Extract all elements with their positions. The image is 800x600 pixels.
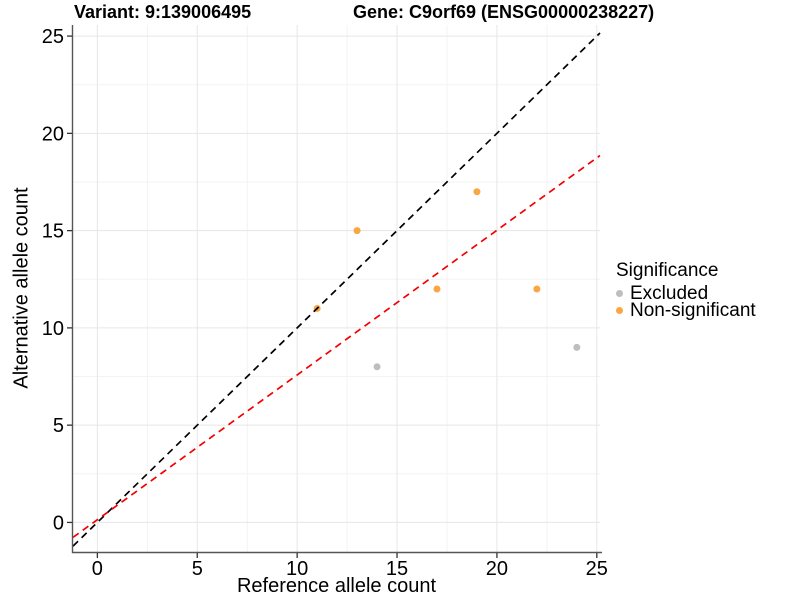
data-point-excluded	[373, 363, 381, 371]
y-tick-label: 15	[42, 221, 64, 243]
identity-line	[72, 32, 601, 547]
x-axis-title: Reference allele count	[236, 575, 436, 597]
legend-label-non-significant: Non-significant	[630, 299, 756, 321]
data-point-non-significant	[473, 188, 481, 196]
x-tick-label: 25	[586, 558, 608, 580]
legend-key-dot-excluded	[616, 290, 623, 297]
x-tick-label: 5	[192, 558, 203, 580]
data-point-excluded	[573, 343, 581, 351]
fit-line	[72, 154, 601, 539]
x-tick-label: 20	[486, 558, 508, 580]
y-tick-label: 20	[42, 123, 64, 145]
variant-title: Variant: 9:139006495	[74, 2, 252, 22]
legend-item-excluded: Excluded	[616, 282, 756, 304]
data-point-non-significant	[353, 227, 361, 235]
legend-items: Excluded Non-significant	[616, 282, 756, 321]
y-tick-label: 10	[42, 318, 64, 340]
gene-title: Gene: C9orf69 (ENSG00000238227)	[353, 2, 655, 22]
x-tick-label: 10	[286, 558, 308, 580]
legend: Significance Excluded Non-significant	[616, 260, 756, 321]
legend-title: Significance	[616, 260, 719, 281]
legend-label-excluded: Excluded	[630, 282, 709, 304]
y-axis-title: Alternative allele count	[10, 187, 33, 389]
legend-item-non-significant: Non-significant	[616, 299, 756, 321]
y-tick-label: 25	[42, 26, 64, 48]
x-tick-label: 0	[92, 558, 103, 580]
y-tick-label: 0	[53, 512, 64, 534]
x-tick-label: 15	[386, 558, 408, 580]
y-tick-label: 5	[53, 415, 64, 437]
legend-key-dot-non-significant	[616, 307, 623, 314]
data-point-non-significant	[433, 285, 441, 293]
data-point-non-significant	[533, 285, 541, 293]
